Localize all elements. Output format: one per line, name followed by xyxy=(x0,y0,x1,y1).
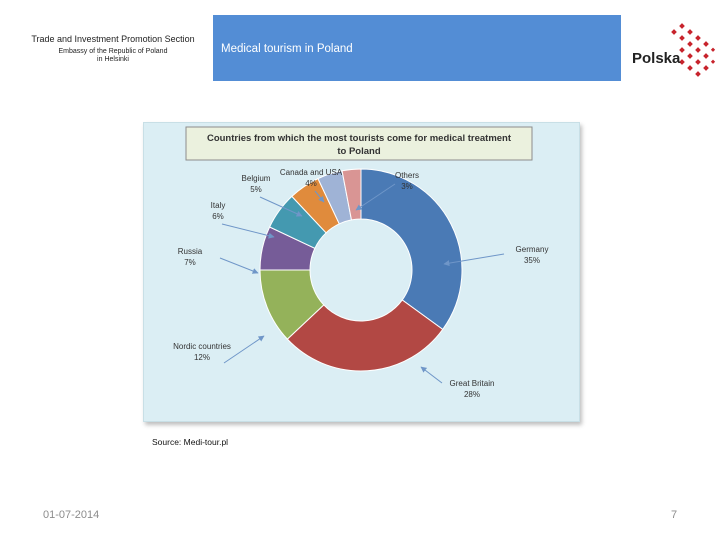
leader-arrow xyxy=(443,253,505,267)
chart-title-line-1: Countries from which the most tourists c… xyxy=(207,133,512,144)
value-label-others: 3% xyxy=(401,182,413,191)
leader-arrow xyxy=(420,366,443,384)
section-line-2: Embassy of the Republic of Poland xyxy=(58,48,168,56)
label-nordic-countries: Nordic countries xyxy=(173,342,231,351)
value-label-belgium: 5% xyxy=(250,185,262,194)
leader-arrow xyxy=(219,257,259,274)
leader-arrow xyxy=(355,183,396,211)
title-bar: Medical tourism in Poland xyxy=(213,15,621,81)
value-label-great-britain: 28% xyxy=(464,390,480,399)
leader-arrow xyxy=(314,190,325,203)
footer-date: 01-07-2014 xyxy=(43,509,100,521)
leader-arrow xyxy=(223,335,265,364)
label-others: Others xyxy=(395,171,419,180)
chart-panel: Countries from which the most tourists c… xyxy=(143,122,580,422)
label-canada-and-usa: Canada and USA xyxy=(280,168,343,177)
section-line-3: in Helsinki xyxy=(97,56,129,64)
source-note: Source: Medi-tour.pl xyxy=(152,437,229,447)
label-great-britain: Great Britain xyxy=(450,379,495,388)
page-title: Medical tourism in Poland xyxy=(221,43,353,55)
value-label-germany: 35% xyxy=(524,256,540,265)
chart-title-box xyxy=(185,126,533,161)
label-germany: Germany xyxy=(516,245,549,254)
label-belgium: Belgium xyxy=(242,174,271,183)
leader-arrow xyxy=(221,223,275,239)
label-russia: Russia xyxy=(178,247,203,256)
value-label-russia: 7% xyxy=(184,258,196,267)
section-header: Trade and Investment Promotion Section E… xyxy=(18,34,208,64)
leader-arrow xyxy=(259,196,303,217)
section-line-1: Trade and Investment Promotion Section xyxy=(31,34,195,44)
polska-emblem-icon xyxy=(671,23,716,77)
logo-wordmark: Polska xyxy=(632,50,681,67)
value-label-italy: 6% xyxy=(212,212,224,221)
label-italy: Italy xyxy=(211,201,226,210)
polska-logo: Polska xyxy=(628,18,720,84)
value-label-nordic-countries: 12% xyxy=(194,353,210,362)
slice-germany xyxy=(360,168,463,331)
chart-title-line-2: to Poland xyxy=(337,146,380,157)
donut-chart: Countries from which the most tourists c… xyxy=(173,126,549,399)
value-label-canada-and-usa: 4% xyxy=(305,179,317,188)
slice-great-britain xyxy=(286,299,444,372)
page-number: 7 xyxy=(671,509,678,521)
